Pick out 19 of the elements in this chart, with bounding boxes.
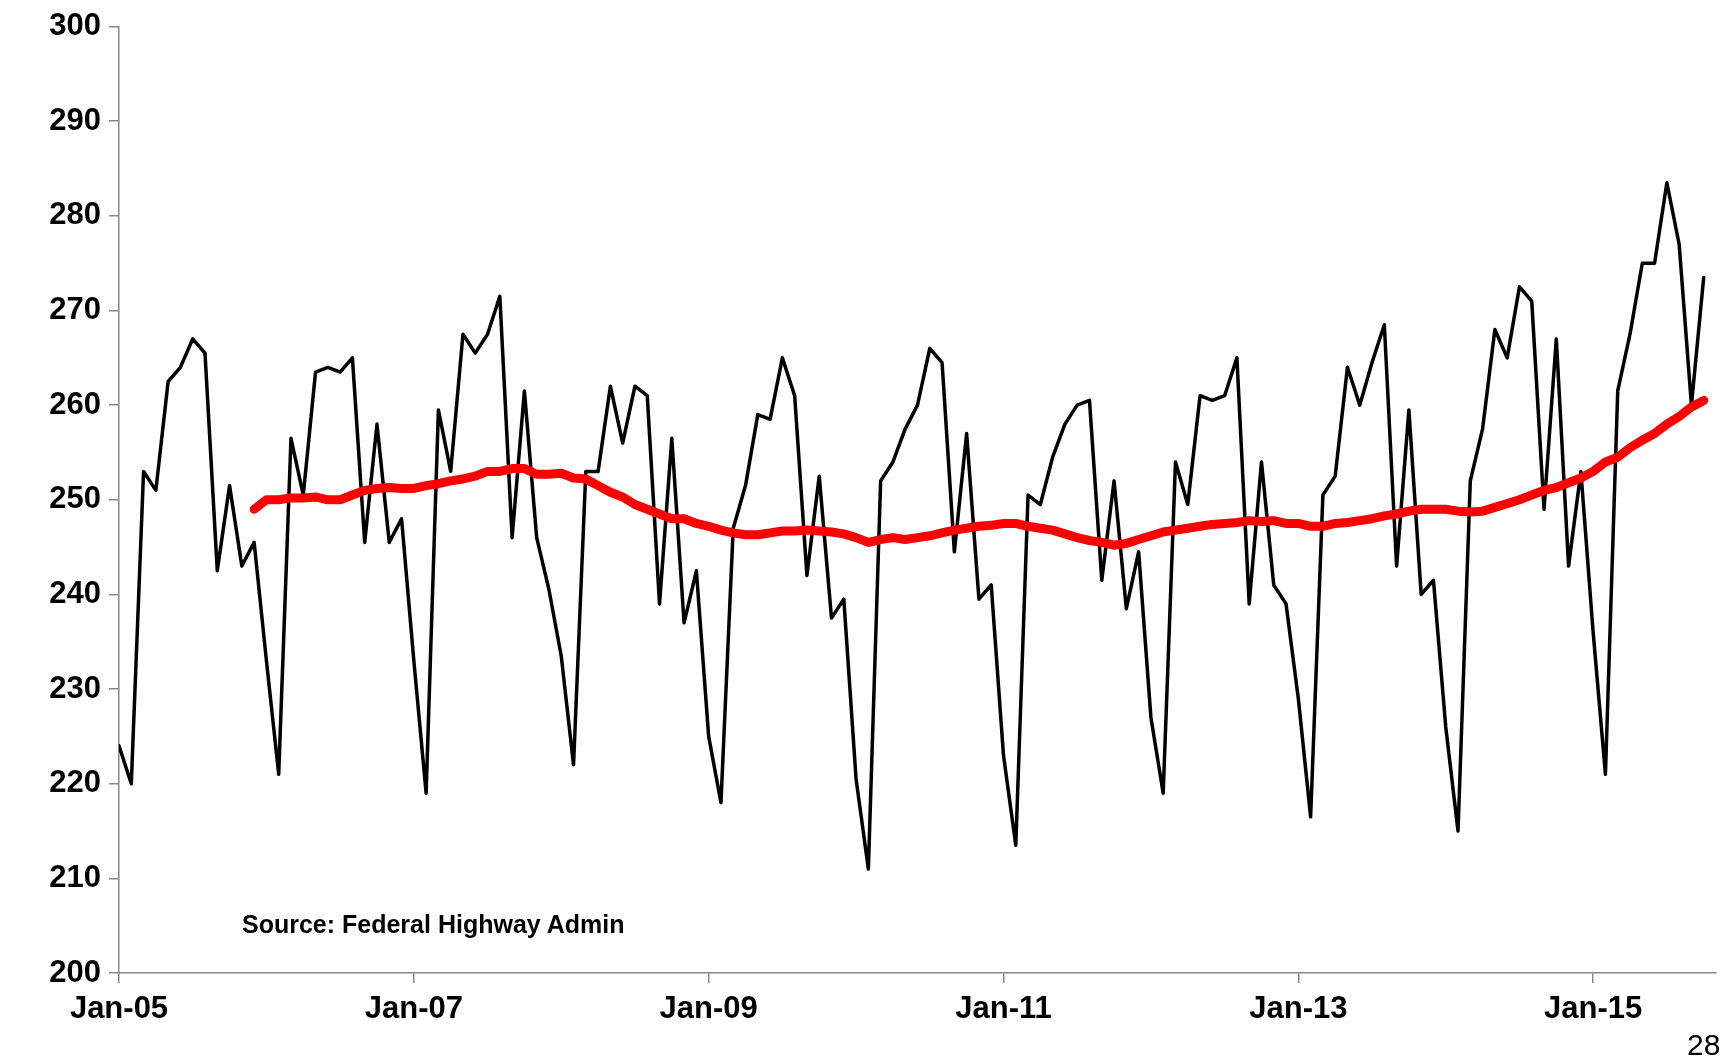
- x-tick-label: Jan-05: [69, 990, 169, 1026]
- y-tick-label: 210: [49, 858, 101, 894]
- y-tick-label: 250: [49, 480, 101, 516]
- annotation: Source: Federal Highway Admin: [242, 910, 625, 938]
- y-tick-label: 240: [49, 574, 101, 610]
- x-tick-label: Jan-09: [659, 990, 758, 1026]
- y-tick-label: 280: [49, 196, 101, 232]
- y-tick-label: 260: [49, 385, 101, 421]
- text: 28: [1687, 1028, 1721, 1061]
- x-tick-label: Jan-15: [1544, 990, 1643, 1026]
- y-tick-label: 220: [49, 764, 101, 800]
- y-tick-label: 200: [49, 953, 101, 989]
- y-tick-label: 290: [49, 101, 101, 137]
- y-tick-label: 230: [49, 669, 101, 705]
- x-tick-label: Jan-07: [364, 990, 463, 1026]
- y-tick-label: 270: [49, 291, 101, 327]
- y-tick-label: 300: [49, 7, 101, 43]
- x-tick-label: Jan-13: [1249, 990, 1348, 1026]
- x-tick-label: Jan-11: [955, 990, 1052, 1026]
